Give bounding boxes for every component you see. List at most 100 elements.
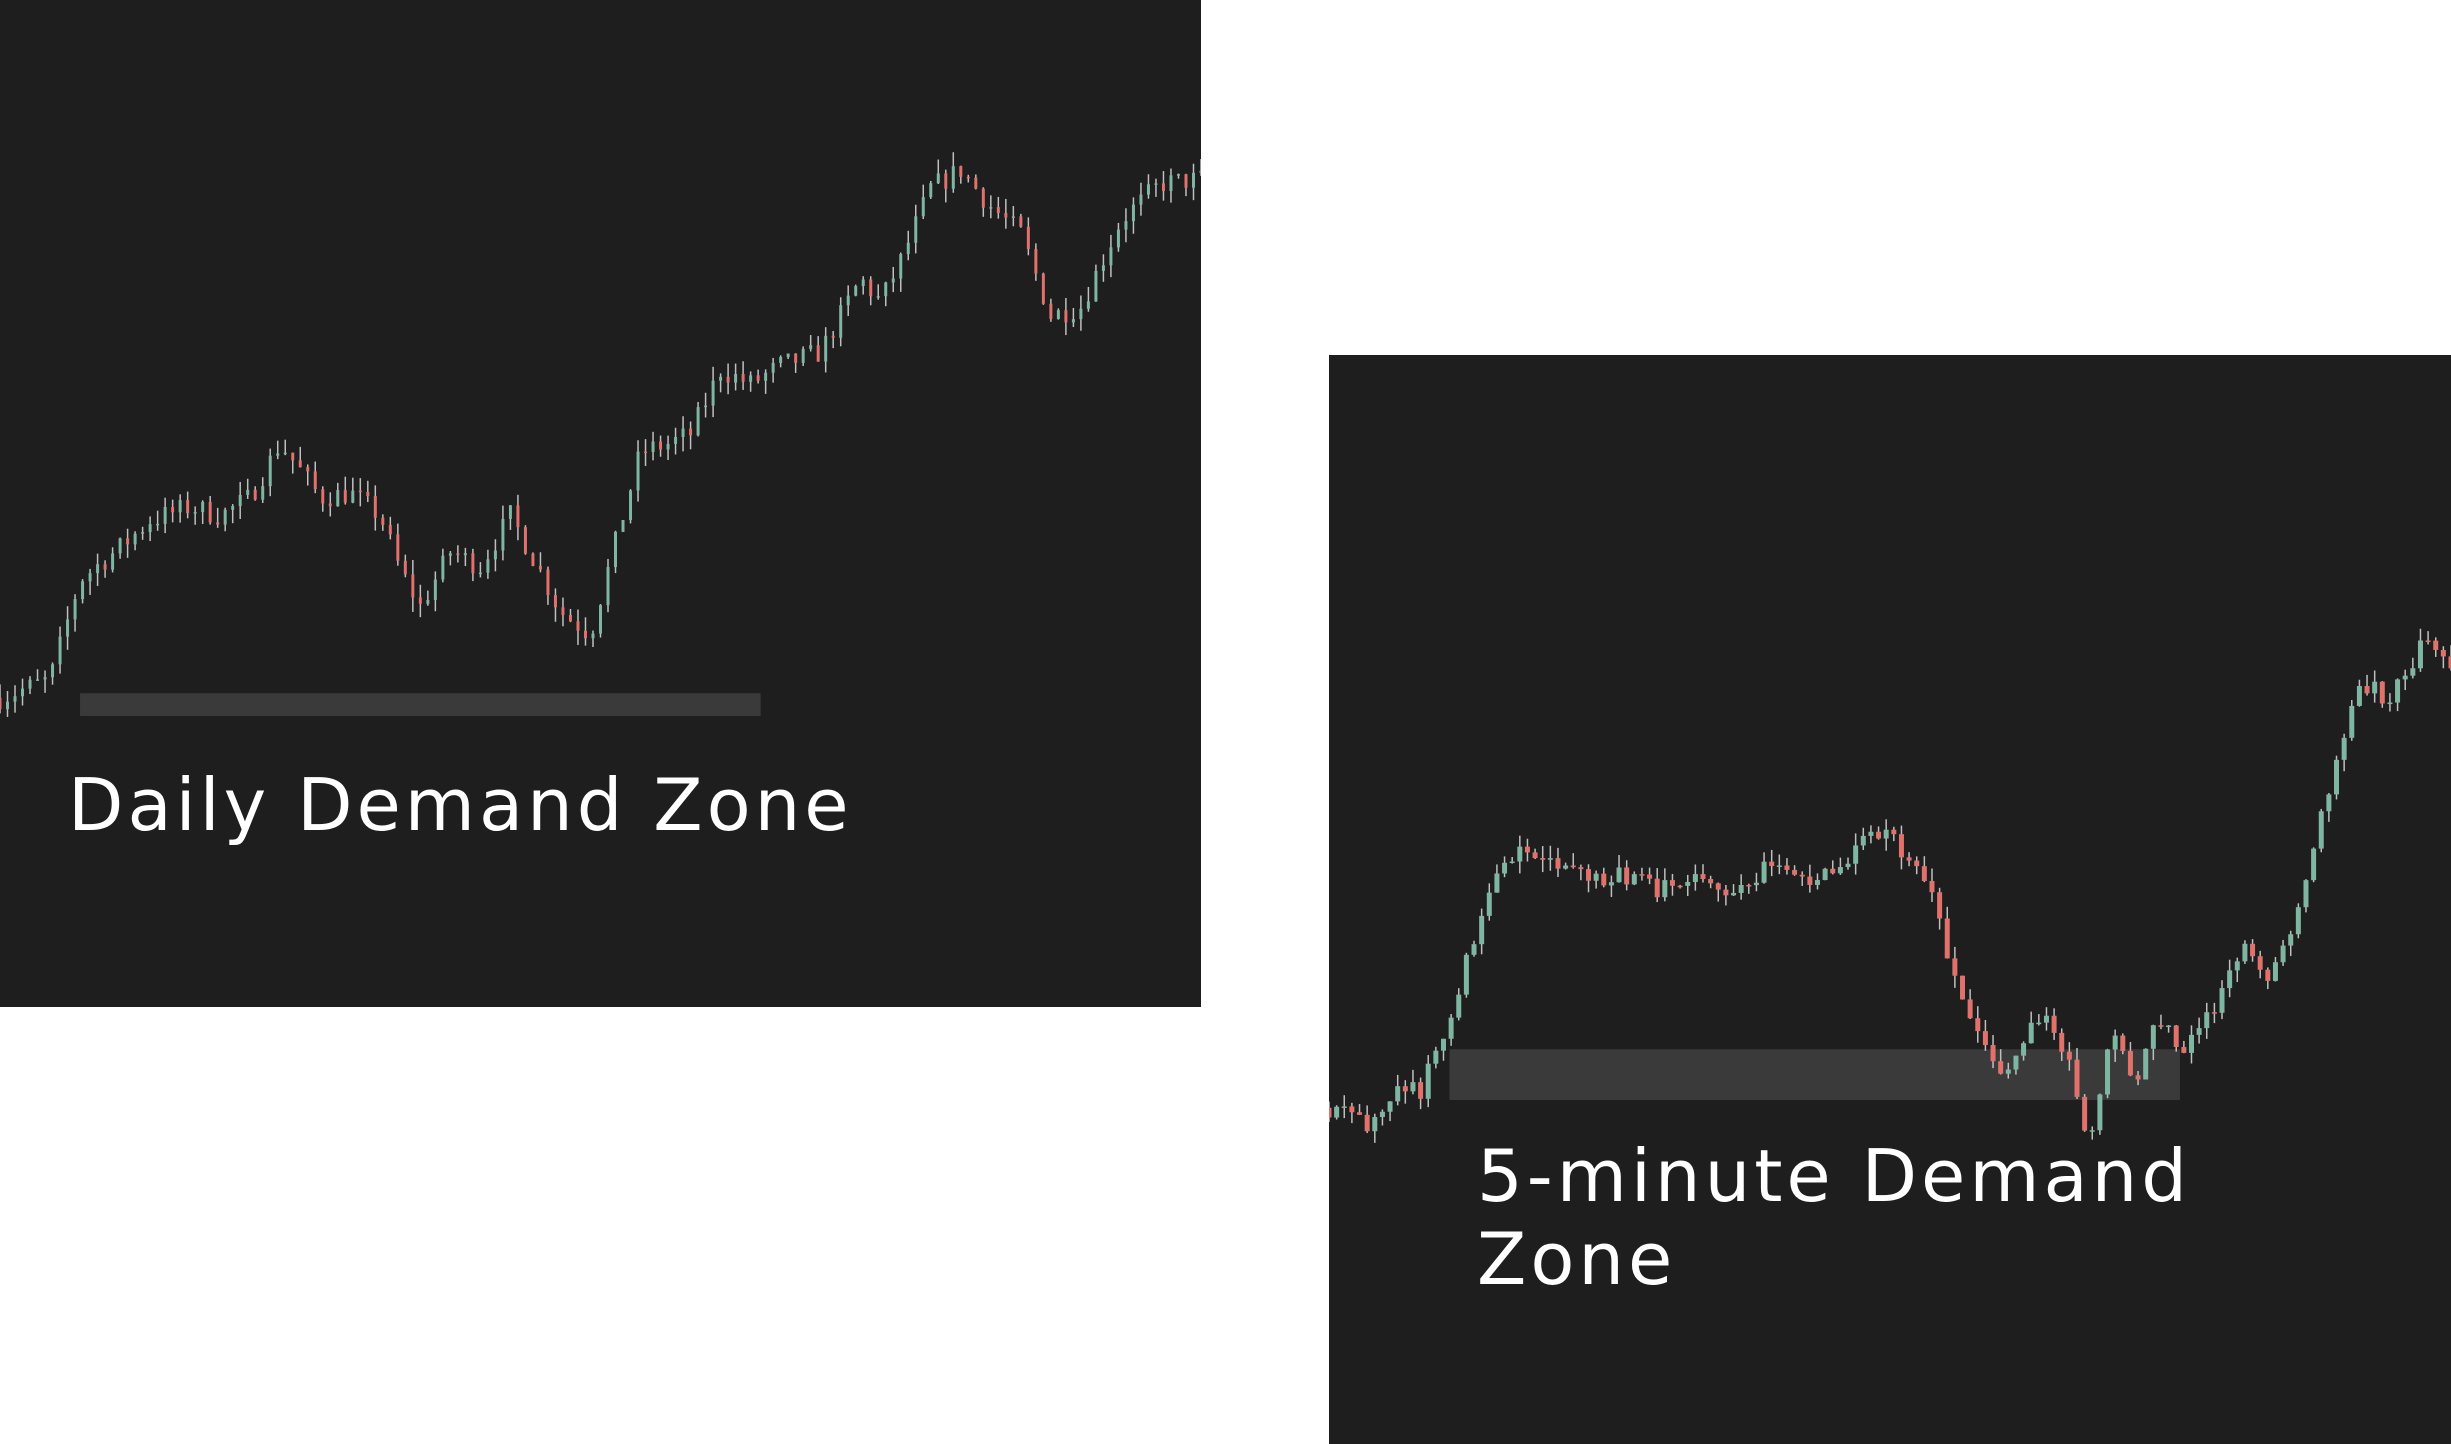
candle bbox=[2440, 646, 2446, 669]
candle bbox=[1975, 1006, 1981, 1043]
candle bbox=[2074, 1048, 2080, 1099]
candle bbox=[2059, 1028, 2065, 1061]
candle bbox=[1402, 1080, 1408, 1104]
candle bbox=[1769, 849, 1775, 877]
candle bbox=[2219, 980, 2225, 1020]
candle bbox=[696, 401, 700, 437]
candle bbox=[2158, 1014, 2164, 1030]
candle bbox=[1822, 867, 1828, 881]
candle bbox=[1079, 295, 1083, 331]
candle bbox=[418, 584, 422, 618]
candle bbox=[921, 184, 925, 220]
candle bbox=[839, 297, 843, 347]
candle bbox=[2127, 1041, 2133, 1077]
candle bbox=[2288, 930, 2294, 957]
candle bbox=[2303, 879, 2309, 913]
candle bbox=[726, 363, 730, 395]
candle bbox=[846, 285, 850, 316]
candle bbox=[351, 477, 355, 504]
candle bbox=[1982, 1019, 1988, 1051]
candle bbox=[111, 547, 115, 573]
candle bbox=[1944, 906, 1950, 959]
candle bbox=[1341, 1095, 1347, 1119]
candle bbox=[1094, 264, 1098, 302]
candle bbox=[1131, 197, 1135, 234]
candle bbox=[2250, 939, 2256, 962]
candle bbox=[1176, 173, 1180, 179]
candle bbox=[2425, 631, 2431, 645]
candle bbox=[809, 335, 813, 352]
candle bbox=[313, 461, 317, 494]
candle bbox=[1914, 856, 1920, 875]
candle bbox=[1124, 208, 1128, 243]
candle bbox=[411, 560, 415, 612]
candle bbox=[1853, 833, 1859, 875]
candle bbox=[291, 452, 295, 474]
candle bbox=[636, 440, 640, 502]
candle bbox=[869, 276, 873, 306]
candle bbox=[2181, 1040, 2187, 1054]
candle bbox=[831, 330, 835, 349]
candle bbox=[1685, 874, 1691, 897]
candle bbox=[1425, 1055, 1431, 1108]
candle bbox=[1593, 870, 1599, 889]
candle bbox=[2043, 1007, 2049, 1031]
candle bbox=[1700, 864, 1706, 883]
candle bbox=[283, 439, 287, 456]
candle bbox=[2364, 674, 2370, 696]
candle bbox=[1433, 1046, 1439, 1069]
candle bbox=[674, 427, 678, 455]
candle bbox=[1395, 1074, 1401, 1106]
candle bbox=[523, 525, 527, 555]
candle bbox=[794, 353, 798, 373]
candle bbox=[1654, 868, 1660, 903]
candle bbox=[1830, 860, 1836, 875]
candle bbox=[2379, 681, 2385, 708]
candle bbox=[929, 180, 933, 199]
candle bbox=[66, 606, 70, 650]
candle bbox=[606, 558, 610, 613]
candle bbox=[88, 568, 92, 595]
candle bbox=[403, 554, 407, 578]
candle bbox=[58, 626, 62, 674]
candle bbox=[2341, 733, 2347, 772]
candle bbox=[719, 373, 723, 393]
candle bbox=[2013, 1055, 2019, 1075]
candle bbox=[591, 630, 595, 647]
candle bbox=[1146, 174, 1150, 199]
candle bbox=[2395, 678, 2401, 712]
candle bbox=[764, 369, 768, 394]
candle bbox=[1891, 826, 1897, 842]
candle bbox=[1647, 867, 1653, 885]
candle bbox=[1486, 883, 1492, 921]
candle bbox=[1161, 171, 1165, 201]
candle bbox=[2135, 1071, 2141, 1086]
candle bbox=[2387, 693, 2393, 712]
candle bbox=[2204, 1002, 2210, 1039]
candle bbox=[1463, 952, 1469, 998]
candle bbox=[321, 486, 325, 512]
candle bbox=[373, 485, 377, 531]
candle bbox=[1494, 864, 1500, 893]
candle bbox=[531, 552, 535, 567]
candle bbox=[1860, 827, 1866, 850]
five-minute-demand-zone-caption: 5-minute Demand Zone bbox=[1477, 1134, 2191, 1301]
candle bbox=[1692, 864, 1698, 891]
candle bbox=[1631, 871, 1637, 886]
candle bbox=[568, 608, 572, 623]
candle bbox=[966, 174, 970, 183]
candle bbox=[2166, 1025, 2172, 1033]
candle bbox=[711, 366, 715, 418]
candle bbox=[178, 494, 182, 523]
demand-zone bbox=[1449, 1049, 2180, 1100]
candle bbox=[1998, 1049, 2004, 1075]
candle bbox=[2402, 669, 2408, 691]
candle bbox=[2051, 1008, 2057, 1040]
candle bbox=[501, 505, 505, 561]
candle bbox=[1708, 875, 1714, 889]
candle bbox=[1639, 867, 1645, 881]
candle bbox=[1169, 168, 1173, 203]
candle bbox=[1364, 1105, 1370, 1134]
candle bbox=[1807, 864, 1813, 893]
daily-chart-panel: Daily Demand Zone bbox=[0, 0, 1201, 1007]
